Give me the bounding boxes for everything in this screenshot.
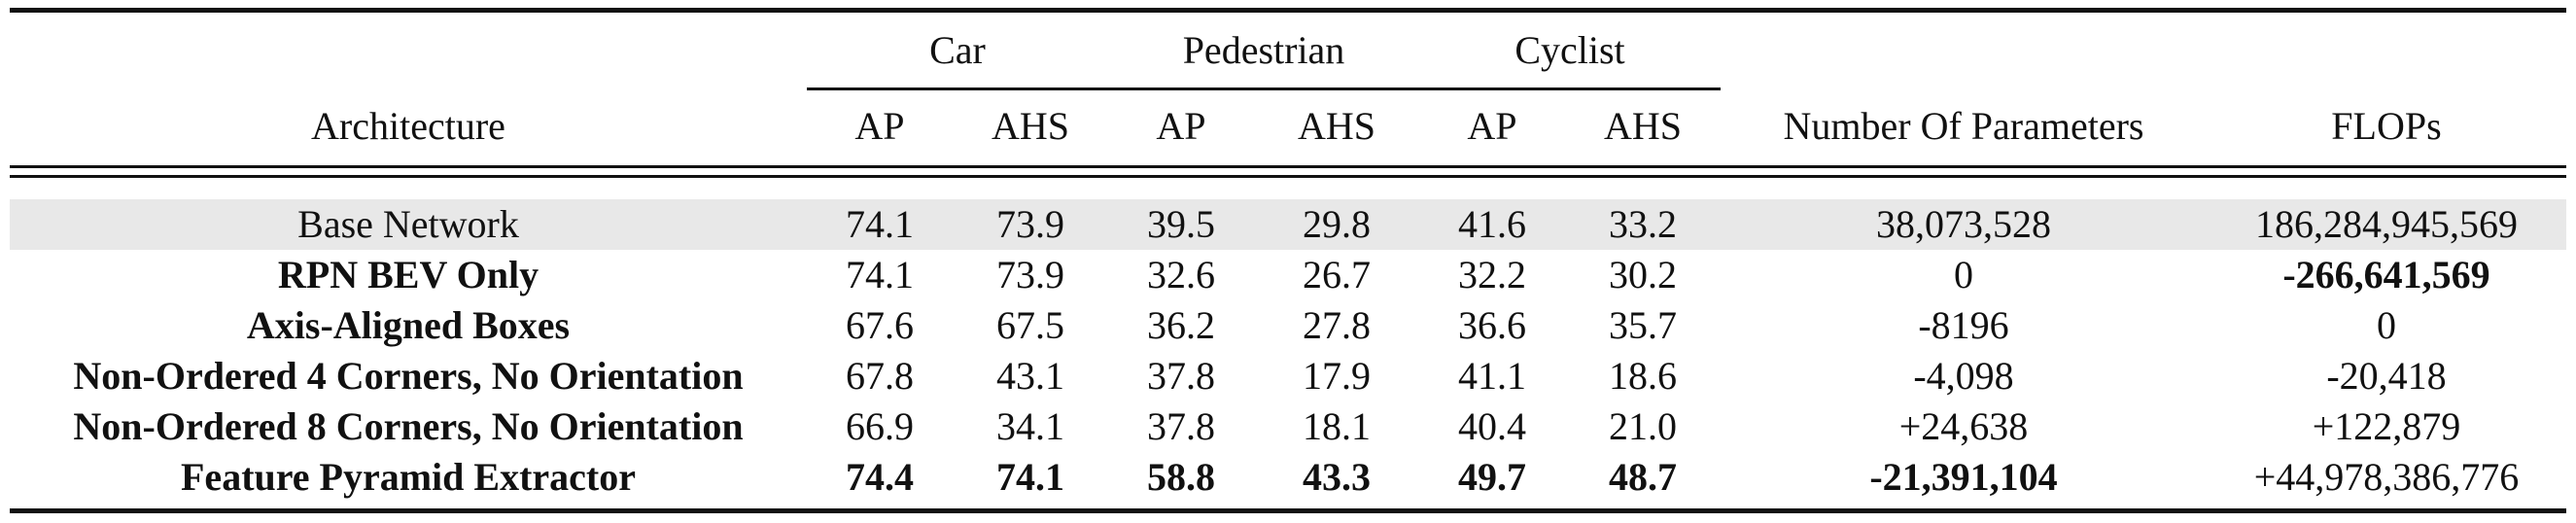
table-cell-params: -21,391,104	[1869, 455, 2058, 499]
table-cell-v4: 32.2	[1458, 253, 1526, 296]
table-cell-v5: 48.7	[1609, 455, 1677, 499]
header-group-car: Car	[929, 28, 986, 72]
table-cell-v3: 43.3	[1303, 455, 1371, 499]
header-architecture: Architecture	[311, 104, 505, 148]
top-rule	[10, 8, 2566, 13]
table-cell-v5: 18.6	[1609, 354, 1677, 398]
table-cell-v2: 39.5	[1147, 202, 1215, 246]
results-table: Car Pedestrian Cyclist Architecture AP A…	[10, 0, 2566, 523]
header-rule-2	[10, 175, 2566, 178]
table-cell-arch: RPN BEV Only	[277, 253, 540, 296]
header-params: Number Of Parameters	[1783, 104, 2144, 148]
table-cell-v2: 37.8	[1147, 404, 1215, 448]
table-cell-params: 0	[1954, 253, 1973, 296]
table-cell-flops: +44,978,386,776	[2253, 455, 2520, 499]
table-cell-v1: 73.9	[996, 202, 1064, 246]
table-cell-v0: 66.9	[846, 404, 914, 448]
table-cell-flops: -20,418	[2326, 354, 2447, 398]
table-cell-v4: 36.6	[1458, 303, 1526, 347]
table-cell-arch: Axis-Aligned Boxes	[246, 303, 571, 347]
table-cell-v0: 74.4	[846, 455, 914, 499]
table-cell-v2: 58.8	[1147, 455, 1215, 499]
header-pedestrian-ap: AP	[1156, 104, 1206, 148]
header-rule-1	[10, 165, 2566, 168]
header-car-ap: AP	[854, 104, 905, 148]
table-cell-v3: 26.7	[1303, 253, 1371, 296]
table-cell-v2: 36.2	[1147, 303, 1215, 347]
header-pedestrian-ahs: AHS	[1297, 104, 1376, 148]
table-cell-v3: 18.1	[1303, 404, 1371, 448]
group-rule	[807, 87, 1721, 90]
table-cell-flops: 186,284,945,569	[2255, 202, 2518, 246]
table-cell-arch: Non-Ordered 8 Corners, No Orientation	[73, 404, 744, 448]
table-cell-v2: 32.6	[1147, 253, 1215, 296]
header-flops: FLOPs	[2331, 104, 2442, 148]
table-cell-v0: 67.6	[846, 303, 914, 347]
table-cell-v0: 74.1	[846, 253, 914, 296]
table-cell-v4: 41.6	[1458, 202, 1526, 246]
table-cell-arch: Non-Ordered 4 Corners, No Orientation	[73, 354, 744, 398]
bottom-rule	[10, 508, 2566, 513]
table-cell-v4: 49.7	[1458, 455, 1526, 499]
table-cell-arch: Base Network	[297, 202, 519, 246]
header-car-ahs: AHS	[991, 104, 1070, 148]
table-cell-v5: 30.2	[1609, 253, 1677, 296]
table-cell-v1: 34.1	[996, 404, 1064, 448]
table-cell-v5: 21.0	[1609, 404, 1677, 448]
table-cell-v1: 74.1	[996, 455, 1064, 499]
table-cell-params: +24,638	[1898, 404, 2029, 448]
table-cell-v4: 41.1	[1458, 354, 1526, 398]
table-cell-v3: 29.8	[1303, 202, 1371, 246]
table-cell-params: -8196	[1918, 303, 2009, 347]
table-cell-params: -4,098	[1913, 354, 2014, 398]
header-group-cyclist: Cyclist	[1514, 28, 1625, 72]
table-cell-v3: 27.8	[1303, 303, 1371, 347]
table-cell-v0: 67.8	[846, 354, 914, 398]
table-cell-params: 38,073,528	[1876, 202, 2051, 246]
table-cell-flops: -266,641,569	[2282, 253, 2490, 296]
table-cell-arch: Feature Pyramid Extractor	[181, 455, 636, 499]
table-cell-flops: 0	[2377, 303, 2396, 347]
table-cell-v5: 35.7	[1609, 303, 1677, 347]
table-cell-v4: 40.4	[1458, 404, 1526, 448]
table-cell-v3: 17.9	[1303, 354, 1371, 398]
table-cell-v2: 37.8	[1147, 354, 1215, 398]
base-row-shade	[10, 199, 2566, 250]
table-cell-v1: 67.5	[996, 303, 1064, 347]
header-cyclist-ap: AP	[1467, 104, 1517, 148]
table-cell-v0: 74.1	[846, 202, 914, 246]
table-cell-v1: 43.1	[996, 354, 1064, 398]
table-cell-flops: +122,879	[2312, 404, 2461, 448]
table-cell-v1: 73.9	[996, 253, 1064, 296]
header-cyclist-ahs: AHS	[1603, 104, 1683, 148]
table-cell-v5: 33.2	[1609, 202, 1677, 246]
header-group-pedestrian: Pedestrian	[1182, 28, 1345, 72]
